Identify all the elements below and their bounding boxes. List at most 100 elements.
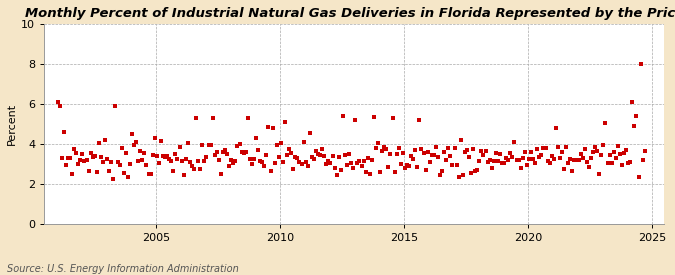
Point <box>588 150 599 155</box>
Point <box>389 169 400 174</box>
Point <box>267 126 278 130</box>
Point <box>476 149 487 153</box>
Point <box>319 153 329 158</box>
Point <box>281 153 292 158</box>
Point <box>482 160 493 164</box>
Point <box>449 146 460 151</box>
Point <box>623 161 634 166</box>
Point <box>63 156 74 160</box>
Point <box>507 154 518 159</box>
Point <box>553 144 564 149</box>
Point <box>338 114 348 118</box>
Point <box>499 161 510 166</box>
Point <box>273 155 284 159</box>
Point <box>298 140 309 145</box>
Point <box>224 164 235 169</box>
Point <box>567 169 578 173</box>
Point <box>367 158 377 162</box>
Point <box>586 156 597 161</box>
Point <box>230 159 241 163</box>
Point <box>122 175 133 179</box>
Point <box>188 167 199 171</box>
Point <box>627 100 638 104</box>
Point <box>100 138 111 142</box>
Point <box>369 115 379 120</box>
Point <box>528 157 539 161</box>
Point <box>170 152 181 156</box>
Point <box>61 163 72 167</box>
Point <box>491 151 502 155</box>
Point <box>79 158 90 163</box>
Point <box>162 154 173 158</box>
Point <box>155 139 166 143</box>
Point <box>277 160 288 164</box>
Point <box>294 160 305 164</box>
Point <box>199 158 210 163</box>
Point <box>302 164 313 168</box>
Point <box>166 159 177 163</box>
Point <box>228 161 239 166</box>
Point <box>364 172 375 177</box>
Point <box>114 163 125 167</box>
Point <box>269 161 280 166</box>
Point <box>631 114 642 118</box>
Point <box>598 143 609 147</box>
Point <box>563 161 574 166</box>
Point <box>331 172 342 177</box>
Point <box>250 136 261 140</box>
Point <box>509 140 520 145</box>
Point <box>180 157 191 161</box>
Point <box>149 136 160 140</box>
Point <box>286 151 296 155</box>
Point <box>217 150 228 155</box>
Point <box>195 167 206 171</box>
Point <box>377 149 387 153</box>
Point <box>83 169 94 174</box>
Point <box>487 166 497 170</box>
Point <box>315 153 325 157</box>
Y-axis label: Percent: Percent <box>7 103 17 145</box>
Point <box>346 161 356 165</box>
Point <box>579 147 590 152</box>
Point <box>356 163 367 168</box>
Point <box>544 161 555 165</box>
Point <box>232 144 243 149</box>
Point <box>594 172 605 176</box>
Point <box>412 164 423 169</box>
Point <box>443 146 454 150</box>
Point <box>410 147 421 152</box>
Point <box>292 156 303 160</box>
Point <box>639 149 650 153</box>
Point <box>129 143 140 147</box>
Point <box>77 152 88 156</box>
Point <box>402 163 412 168</box>
Point <box>197 142 208 147</box>
Point <box>67 172 78 176</box>
Point <box>600 121 611 126</box>
Point <box>583 165 594 169</box>
Point <box>542 159 553 163</box>
Point <box>505 151 516 155</box>
Point <box>590 145 601 149</box>
Point <box>257 160 268 165</box>
Point <box>470 169 481 173</box>
Point <box>329 166 340 170</box>
Point <box>387 116 398 120</box>
Point <box>137 158 148 162</box>
Point <box>172 157 183 161</box>
Point <box>71 150 82 155</box>
Point <box>116 146 127 151</box>
Point <box>635 62 646 66</box>
Point <box>581 160 592 164</box>
Point <box>201 155 212 160</box>
Point <box>215 172 226 176</box>
Point <box>418 151 429 155</box>
Point <box>616 163 627 167</box>
Point <box>141 163 152 167</box>
Point <box>213 158 224 162</box>
Point <box>546 153 557 158</box>
Point <box>205 142 216 147</box>
Point <box>221 152 232 156</box>
Point <box>248 156 259 161</box>
Point <box>381 147 392 152</box>
